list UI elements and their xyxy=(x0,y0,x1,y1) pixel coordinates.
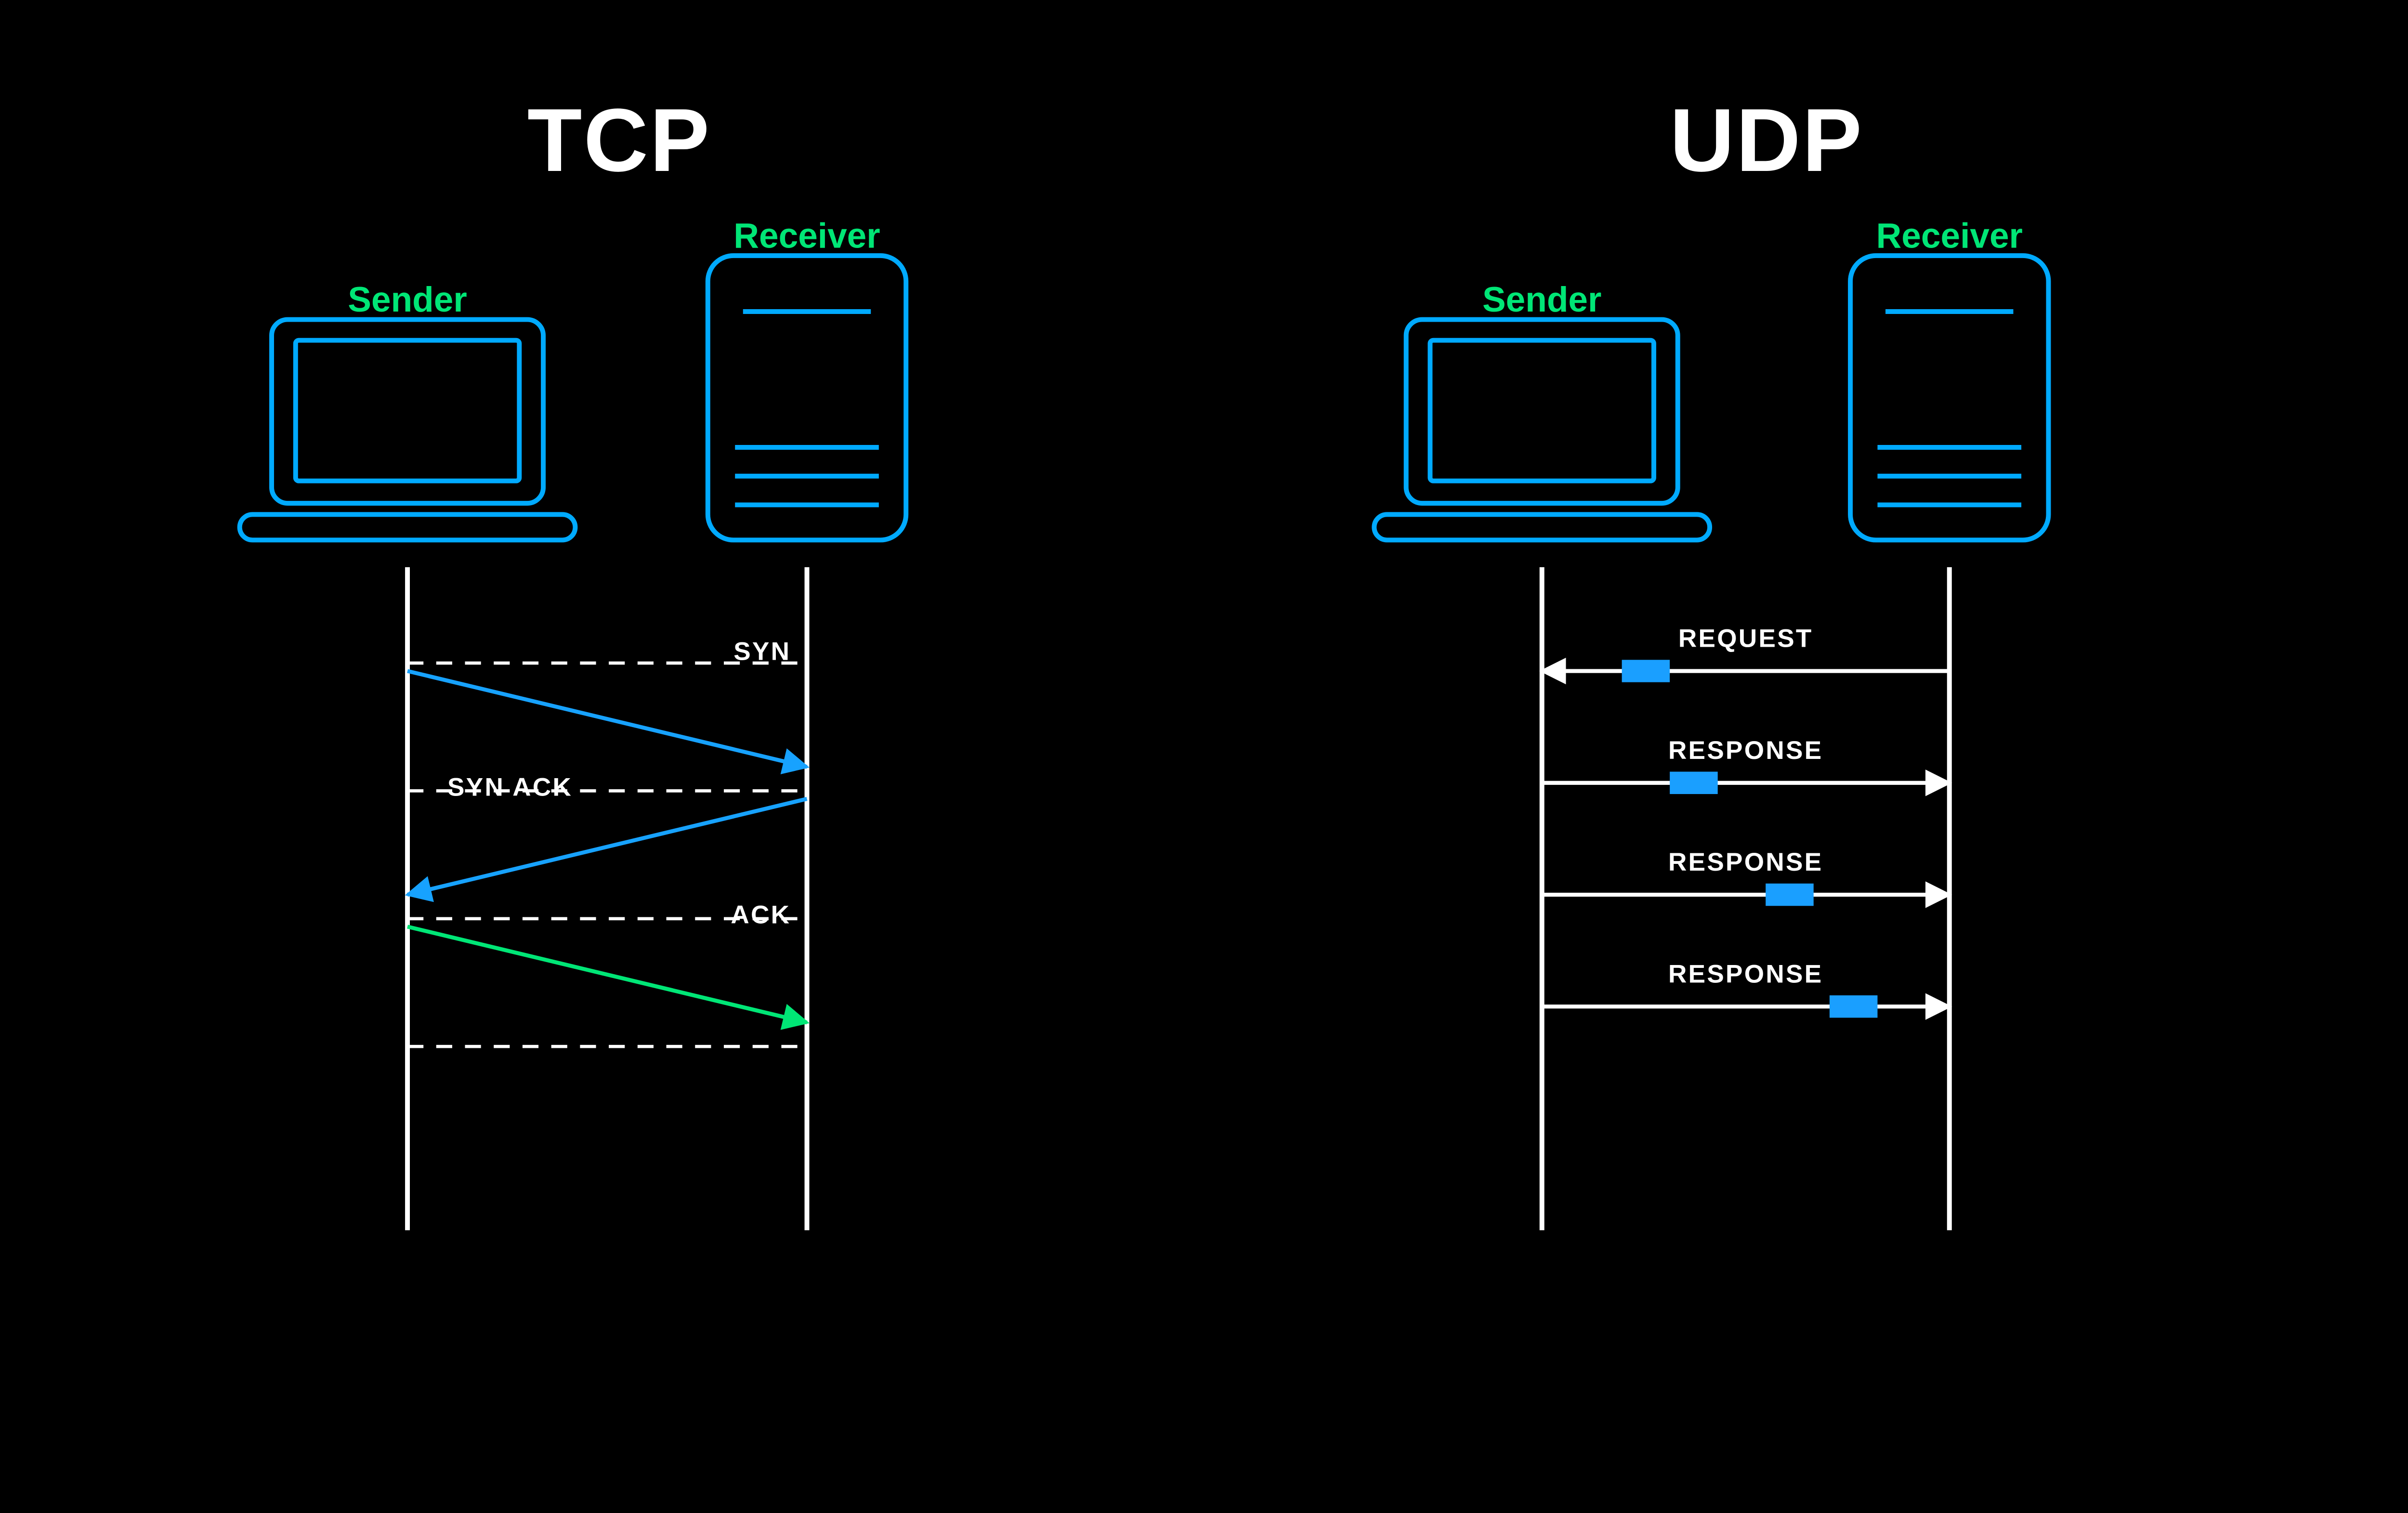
udp-packet xyxy=(1670,772,1718,794)
tcp-message-label: SYN xyxy=(733,639,791,668)
udp-message-label: REQUEST xyxy=(1650,626,1842,655)
udp-packet xyxy=(1830,995,1878,1017)
diagram-stage: TCP UDP Sender Receiver Sender Receiver … xyxy=(0,0,2408,1297)
udp-packet xyxy=(1622,660,1670,682)
laptop-icon xyxy=(1374,320,1710,540)
tcp-sender-label: Sender xyxy=(312,280,503,321)
document-icon xyxy=(1850,256,2048,540)
svg-layer xyxy=(0,0,2408,1297)
udp-message-label: RESPONSE xyxy=(1650,738,1842,767)
tcp-arrow xyxy=(407,926,807,1022)
udp-packet xyxy=(1766,884,1814,906)
tcp-arrow xyxy=(407,799,807,895)
tcp-message-label: ACK xyxy=(731,903,791,932)
tcp-receiver-label: Receiver xyxy=(711,216,903,257)
tcp-title: TCP xyxy=(527,88,711,192)
document-icon xyxy=(708,256,906,540)
udp-sender-label: Sender xyxy=(1446,280,1638,321)
tcp-message-label: SYN ACK xyxy=(447,775,573,804)
udp-message-label: RESPONSE xyxy=(1650,962,1842,991)
laptop-icon xyxy=(240,320,576,540)
udp-message-label: RESPONSE xyxy=(1650,850,1842,879)
tcp-arrow xyxy=(407,671,807,767)
udp-receiver-label: Receiver xyxy=(1854,216,2045,257)
udp-title: UDP xyxy=(1670,88,1863,192)
